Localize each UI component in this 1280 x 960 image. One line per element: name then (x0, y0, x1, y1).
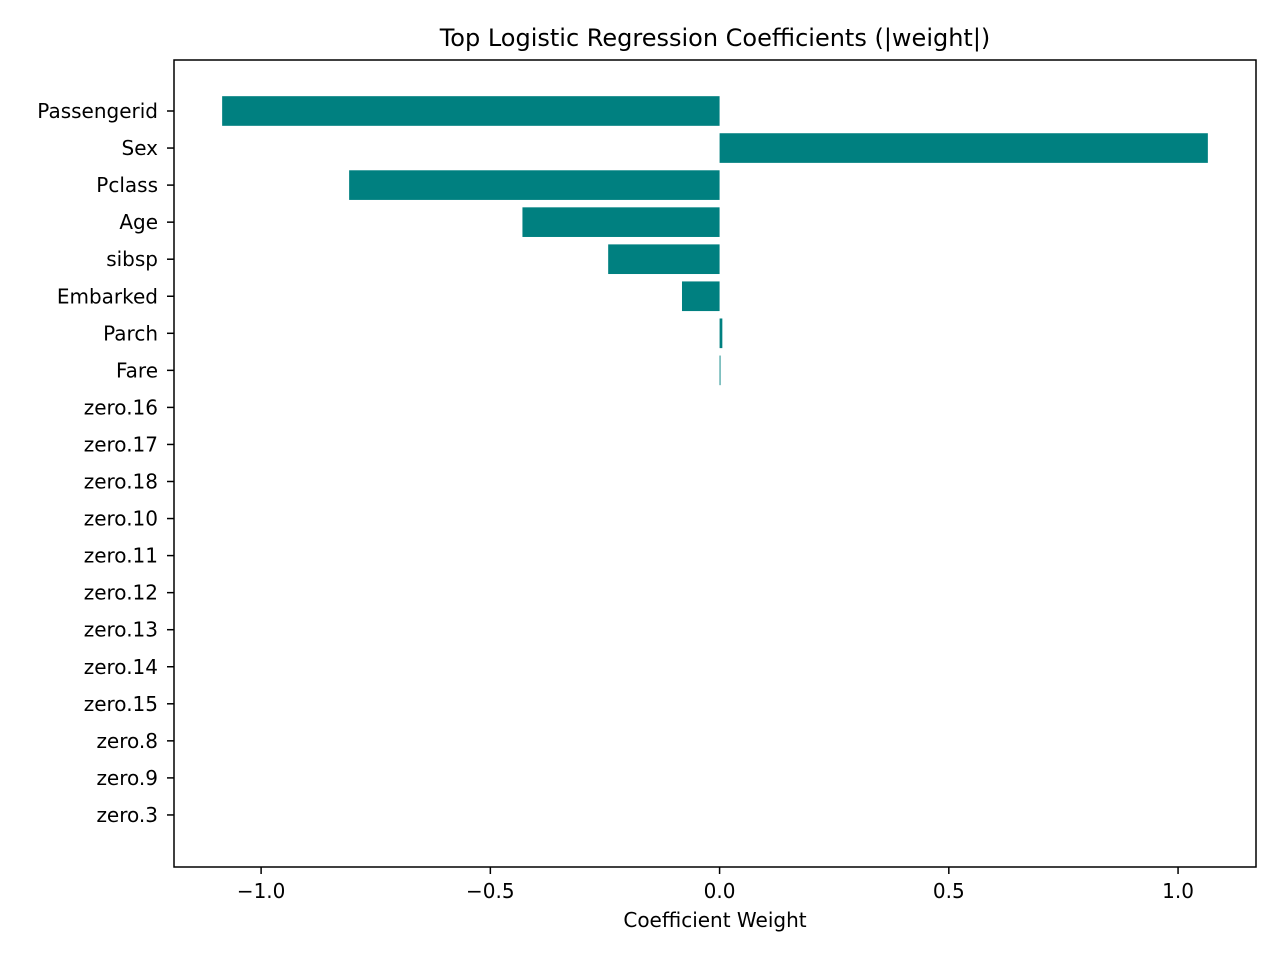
y-tick-label: zero.18 (84, 470, 158, 494)
y-tick-label: zero.13 (84, 618, 158, 642)
x-tick-label: −1.0 (237, 879, 286, 903)
axis-ticks: Passengerid Sex Pclass Age sibsp Embarked Parc… (37, 99, 1194, 903)
chart-title: Top Logistic Regression Coefficients (|w… (439, 24, 991, 52)
y-tick-label: Sex (122, 136, 159, 160)
y-tick-label: zero.11 (84, 544, 158, 568)
y-tick-label: Parch (103, 321, 158, 345)
y-tick-label: zero.10 (84, 507, 158, 531)
bar-fare (719, 355, 721, 386)
y-tick-label: zero.12 (84, 581, 158, 605)
bar-pclass (349, 170, 720, 200)
plot-frame (173, 59, 1257, 868)
x-tick-label: 0.0 (704, 879, 736, 903)
y-tick-label: zero.9 (96, 766, 158, 790)
x-axis-label: Coefficient Weight (623, 908, 806, 932)
y-tick-label: Passengerid (37, 99, 158, 123)
y-tick-label: Fare (116, 358, 158, 382)
bar-sex (719, 133, 1208, 163)
x-tick-label: −0.5 (466, 879, 515, 903)
x-tick-label: 1.0 (1162, 879, 1194, 903)
y-tick-label: zero.8 (96, 729, 158, 753)
y-tick-label: zero.14 (84, 655, 158, 679)
y-tick-label: zero.16 (84, 395, 158, 419)
bar-parch (719, 318, 723, 349)
bars (222, 96, 1208, 386)
y-tick-label: sibsp (106, 247, 158, 271)
bar-embarked (681, 281, 720, 312)
bar-sibsp (608, 244, 720, 275)
bar-passengerid (222, 96, 720, 126)
y-tick-label: zero.17 (84, 432, 158, 456)
y-tick-label: zero.3 (96, 803, 158, 827)
y-tick-label: Age (119, 210, 158, 234)
y-tick-label: zero.15 (84, 692, 158, 716)
bar-age (522, 207, 720, 237)
y-tick-label: Pclass (96, 173, 158, 197)
y-tick-label: Embarked (57, 284, 158, 308)
x-tick-label: 0.5 (933, 879, 965, 903)
